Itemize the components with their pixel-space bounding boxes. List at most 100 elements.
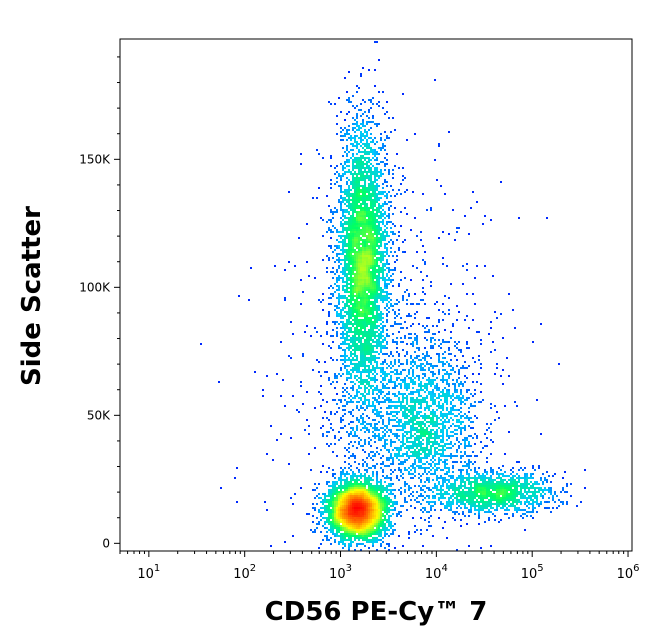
event-dot <box>434 449 436 451</box>
event-dot <box>394 129 396 131</box>
event-dot <box>486 437 488 439</box>
event-dot <box>384 225 386 227</box>
event-dot <box>486 423 488 425</box>
event-dot <box>330 443 332 445</box>
event-dot <box>370 239 372 241</box>
event-dot <box>444 373 446 375</box>
event-dot <box>344 151 346 153</box>
event-dot <box>458 487 460 489</box>
event-dot <box>352 387 354 389</box>
event-dot <box>362 165 364 167</box>
event-dot <box>414 361 416 363</box>
event-dot <box>410 405 412 407</box>
event-dot <box>370 281 372 283</box>
event-dot <box>388 221 390 223</box>
event-dot <box>374 345 376 347</box>
event-dot <box>388 421 390 423</box>
event-dot <box>350 269 352 271</box>
event-dot <box>350 479 352 481</box>
event-dot <box>364 215 366 217</box>
event-dot <box>410 229 412 231</box>
event-dot <box>364 271 366 273</box>
event-dot <box>454 239 456 241</box>
event-dot <box>370 221 372 223</box>
event-dot <box>406 327 408 329</box>
event-dot <box>398 463 400 465</box>
event-dot <box>368 165 370 167</box>
event-dot <box>408 313 410 315</box>
event-dot <box>362 197 364 199</box>
event-dot <box>358 157 360 159</box>
event-dot <box>462 385 464 387</box>
event-dot <box>364 371 366 373</box>
event-dot <box>394 401 396 403</box>
event-dot <box>378 105 380 107</box>
event-dot <box>360 133 362 135</box>
event-dot <box>476 381 478 383</box>
event-dot <box>518 475 520 477</box>
event-dot <box>356 259 358 261</box>
event-dot <box>510 485 512 487</box>
event-dot <box>386 135 388 137</box>
event-dot <box>382 445 384 447</box>
event-dot <box>328 287 330 289</box>
event-dot <box>358 303 360 305</box>
event-dot <box>330 219 332 221</box>
event-dot <box>376 227 378 229</box>
event-dot <box>340 487 342 489</box>
event-dot <box>344 271 346 273</box>
event-dot <box>372 265 374 267</box>
event-dot <box>376 487 378 489</box>
event-dot <box>348 249 350 251</box>
event-dot <box>362 67 364 69</box>
event-dot <box>414 415 416 417</box>
event-dot <box>344 217 346 219</box>
event-dot <box>334 437 336 439</box>
event-dot <box>374 405 376 407</box>
event-dot <box>352 221 354 223</box>
event-dot <box>360 405 362 407</box>
event-dot <box>308 433 310 435</box>
event-dot <box>366 341 368 343</box>
event-dot <box>414 363 416 365</box>
event-dot <box>480 485 482 487</box>
event-dot <box>362 201 364 203</box>
event-dot <box>334 309 336 311</box>
event-dot <box>354 485 356 487</box>
event-dot <box>360 223 362 225</box>
event-dot <box>354 181 356 183</box>
event-dot <box>404 335 406 337</box>
event-dot <box>432 397 434 399</box>
event-dot <box>420 383 422 385</box>
event-dot <box>374 169 376 171</box>
event-dot <box>330 221 332 223</box>
event-dot <box>490 471 492 473</box>
event-dot <box>358 151 360 153</box>
event-dot <box>376 175 378 177</box>
event-dot <box>368 311 370 313</box>
event-dot <box>372 271 374 273</box>
event-dot <box>442 413 444 415</box>
event-dot <box>342 281 344 283</box>
event-dot <box>342 373 344 375</box>
event-dot <box>354 251 356 253</box>
event-dot <box>424 391 426 393</box>
event-dot <box>250 267 252 269</box>
event-dot <box>370 277 372 279</box>
event-dot <box>468 419 470 421</box>
event-dot <box>374 335 376 337</box>
event-dot <box>354 431 356 433</box>
event-dot <box>344 77 346 79</box>
event-dot <box>392 355 394 357</box>
event-dot <box>400 419 402 421</box>
event-dot <box>408 373 410 375</box>
event-dot <box>348 263 350 265</box>
event-dot <box>416 391 418 393</box>
event-dot <box>352 233 354 235</box>
event-dot <box>344 163 346 165</box>
event-dot <box>364 157 366 159</box>
event-dot <box>394 383 396 385</box>
event-dot <box>350 219 352 221</box>
event-dot <box>348 111 350 113</box>
event-dot <box>474 393 476 395</box>
